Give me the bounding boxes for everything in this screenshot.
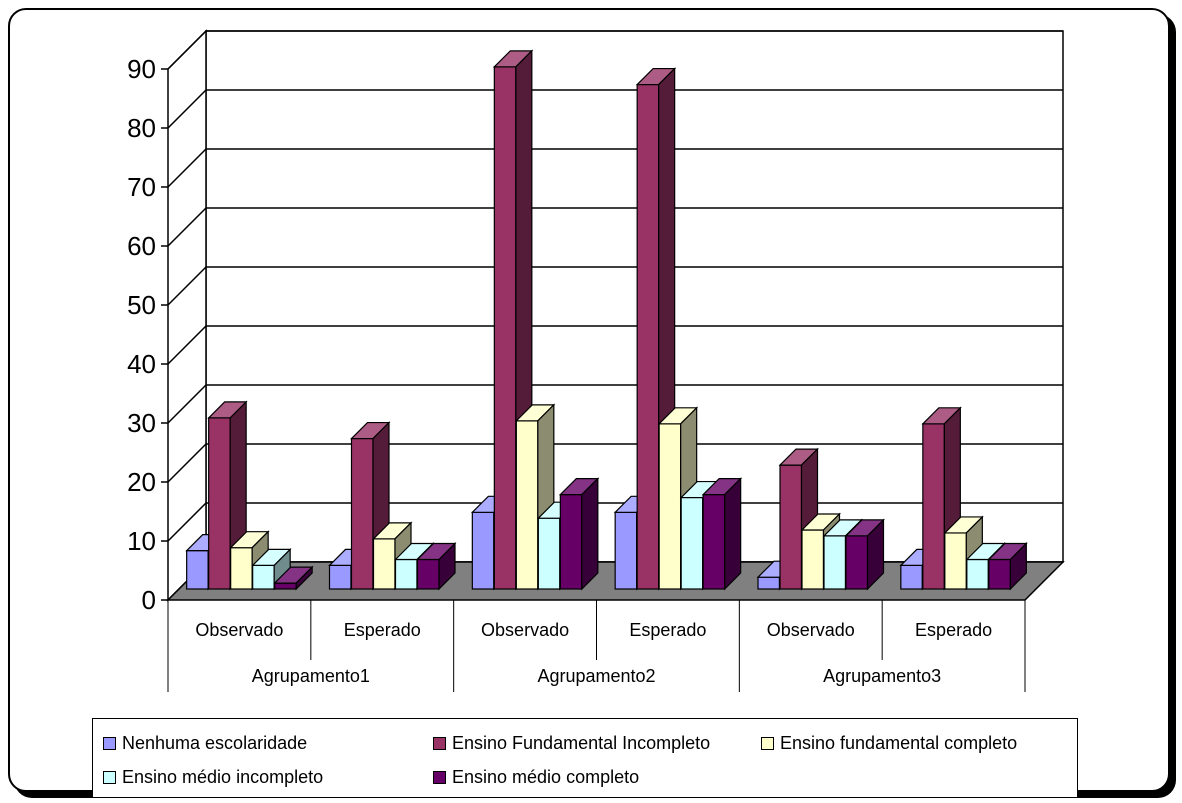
x-category-label: Observado [481, 620, 569, 640]
bar-front [252, 564, 275, 590]
bar-front [779, 464, 803, 590]
bar-front [757, 576, 781, 590]
legend-label-nenhuma: Nenhuma escolaridade [122, 733, 308, 753]
y-tick-label: 30 [127, 408, 156, 438]
chart-walls [167, 29, 1064, 602]
legend-label-fund-completo: Ensino fundamental completo [780, 733, 1018, 753]
y-axis-ticks: 0 10 20 30 40 50 60 70 80 90 [127, 54, 156, 615]
y-tick-label: 60 [127, 231, 156, 261]
bar-front [900, 564, 923, 590]
bar [273, 565, 314, 591]
gridline [167, 266, 1063, 306]
bar [701, 477, 743, 591]
legend-label-fund-incompleto: Ensino Fundamental Incompleto [452, 733, 711, 753]
bar-front [350, 437, 374, 590]
bar-side [1009, 542, 1027, 591]
bar-front [988, 558, 1011, 590]
x-category-label: Esperado [344, 620, 421, 640]
bar-front [230, 547, 253, 590]
y-tick-label: 10 [127, 526, 156, 556]
y-tick-label: 90 [127, 54, 156, 84]
bar-front [680, 496, 704, 590]
bar [778, 447, 819, 591]
bar-front [966, 558, 989, 590]
bar [416, 542, 457, 591]
x-group-label: Agrupamento3 [823, 666, 941, 686]
bar-side [581, 477, 599, 591]
legend-item-fund-incompleto: Ensino Fundamental Incompleto [433, 733, 710, 754]
gridline [167, 207, 1063, 247]
gridline [167, 443, 1063, 483]
x-category-label: Esperado [629, 620, 706, 640]
x-category-label: Observado [195, 620, 283, 640]
bar [987, 542, 1028, 591]
gridline [167, 384, 1063, 424]
bar-front [372, 538, 396, 590]
legend-item-medio-incompleto: Ensino médio incompleto [103, 767, 323, 788]
bar-front [614, 511, 638, 590]
bar-front [823, 535, 847, 590]
bar-front [559, 494, 583, 590]
bar-front [416, 558, 440, 590]
x-group-label: Agrupamento1 [252, 666, 370, 686]
y-tick-label: 70 [127, 172, 156, 202]
bar-front [208, 417, 231, 590]
legend-swatch-fund-incompleto [433, 737, 446, 750]
legend-label-medio-incompleto: Ensino médio incompleto [122, 767, 324, 787]
gridline [167, 30, 1063, 70]
legend-item-fund-completo: Ensino fundamental completo [761, 733, 1017, 754]
bar-front [515, 420, 539, 590]
bar-front [944, 532, 967, 590]
side-wall [167, 29, 207, 602]
bar-side [438, 542, 456, 591]
bar-front [845, 535, 869, 590]
bar-front [801, 529, 825, 590]
gridline [167, 89, 1063, 129]
legend-swatch-medio-completo [433, 771, 446, 784]
bar [558, 477, 600, 591]
y-tick-label: 20 [127, 467, 156, 497]
bar-front [658, 423, 682, 590]
x-category-label: Esperado [915, 620, 992, 640]
bar-front [493, 66, 517, 590]
x-axis-table: Observado Esperado Observado Esperado Observ… [167, 600, 1026, 692]
bar-front [702, 494, 726, 590]
bar-side [295, 565, 313, 591]
legend-swatch-medio-incompleto [103, 771, 116, 784]
legend-swatch-nenhuma [103, 737, 116, 750]
bars [185, 49, 1028, 591]
bar-front [537, 517, 561, 590]
bar-front [471, 511, 495, 590]
bar-front [186, 550, 209, 590]
legend: Nenhuma escolaridade Ensino Fundamental … [92, 718, 1078, 798]
gridline [167, 325, 1063, 365]
x-group-label: Agrupamento2 [537, 666, 655, 686]
bar-front [922, 423, 945, 590]
legend-swatch-fund-completo [761, 737, 774, 750]
y-tick-label: 80 [127, 113, 156, 143]
gridline [167, 148, 1063, 188]
bar-front [274, 582, 297, 590]
bar [844, 518, 885, 591]
bar-side [724, 477, 742, 591]
y-tick-label: 50 [127, 290, 156, 320]
bar-front [328, 564, 352, 590]
legend-item-medio-completo: Ensino médio completo [433, 767, 639, 788]
y-tick-label: 0 [142, 585, 156, 615]
legend-label-medio-completo: Ensino médio completo [452, 767, 640, 787]
legend-item-nenhuma: Nenhuma escolaridade [103, 733, 307, 754]
gridline [167, 502, 1063, 542]
bar-side [866, 518, 885, 591]
x-category-label: Observado [767, 620, 855, 640]
y-tick-label: 40 [127, 349, 156, 379]
bar-front [394, 558, 418, 590]
bar-front [636, 83, 660, 590]
